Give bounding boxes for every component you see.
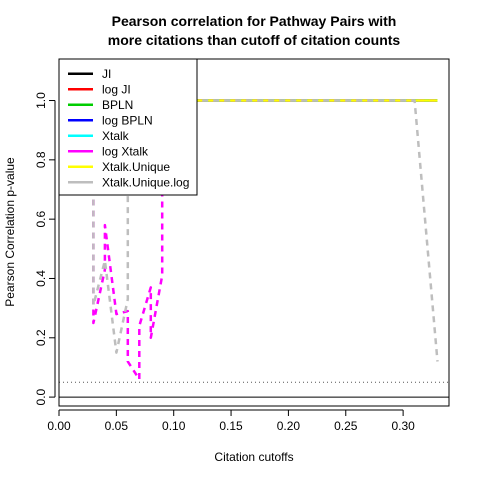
y-tick-label: 0.4 [34, 270, 48, 287]
x-tick-label: 0.20 [277, 419, 301, 433]
plot-frame [58, 58, 450, 407]
reference-lines [59, 381, 449, 398]
legend-label: BPLN [102, 98, 133, 112]
y-tick-label: 0.2 [34, 329, 48, 346]
x-axis-label: Citation cutoffs [214, 450, 293, 464]
legend-label: log BPLN [102, 113, 153, 127]
y-tick-label: 0.6 [34, 210, 48, 227]
legend-label: JI [102, 67, 111, 81]
legend-label: Xtalk [102, 129, 130, 143]
axes: 0.00 0.05 0.10 0.15 0.20 0.25 0.30 0.0 0.2 0.4 0.6… [34, 92, 415, 433]
x-tick-label: 0.10 [162, 419, 186, 433]
x-tick-label: 0.00 [47, 419, 71, 433]
series-line [92, 99, 438, 381]
legend-label: Xtalk.Unique [102, 160, 170, 174]
x-tick-label: 0.15 [219, 419, 243, 433]
legend-box [58, 58, 198, 196]
legend-label: log JI [102, 82, 131, 96]
chart-title-line1: Pearson correlation for Pathway Pairs wi… [112, 13, 397, 29]
series-line [92, 99, 439, 362]
legend-label: log Xtalk [102, 144, 149, 158]
y-tick-label: 0.0 [34, 388, 48, 405]
x-tick-label: 0.30 [391, 419, 415, 433]
x-tick-label: 0.25 [334, 419, 358, 433]
x-tick-label: 0.05 [105, 419, 129, 433]
y-axis-label: Pearson Correlation p-value [3, 157, 17, 307]
y-tick-label: 1.0 [34, 92, 48, 109]
y-tick-label: 0.8 [34, 151, 48, 168]
series-lines [92, 99, 439, 381]
chart-title-line2: more citations than cutoff of citation c… [108, 32, 401, 48]
legend-label: Xtalk.Unique.log [102, 175, 189, 189]
